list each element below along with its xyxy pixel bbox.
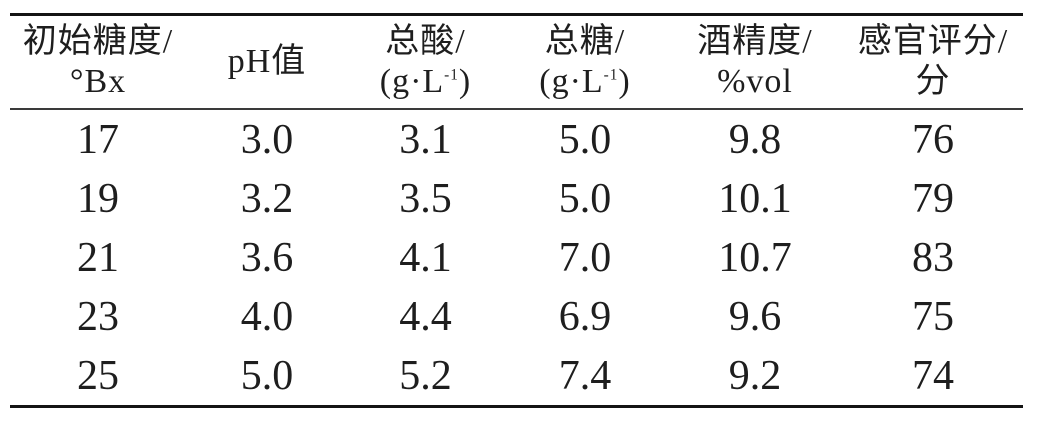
cell-sensory-score: 83 [912, 234, 954, 281]
cell-initial-sugar: 21 [77, 234, 119, 281]
cell-sensory-score: 79 [912, 175, 954, 222]
cell-total-sugar: 5.0 [558, 116, 612, 163]
header-line2: 分 [915, 63, 951, 100]
header-line1: 总酸/ [385, 23, 466, 60]
unit-superscript: -1 [444, 66, 459, 84]
column-header-total-sugar: 总糖/ (g·L-1) [503, 15, 667, 110]
header-line1: 感官评分/ [857, 23, 1009, 60]
unit-superscript: -1 [603, 66, 619, 84]
cell-alcohol: 10.7 [718, 234, 792, 281]
cell-ph: 4.0 [240, 293, 294, 340]
cell-total-sugar: 7.0 [558, 234, 612, 281]
header-line1: 初始糖度/ [22, 23, 174, 60]
cell-total-acid: 3.1 [399, 116, 452, 163]
header-unit: (g·L-1) [503, 62, 667, 102]
column-header-total-acid: 总酸/ (g·L-1) [348, 15, 503, 110]
column-header-alcohol: 酒精度/ %vol [667, 15, 843, 110]
column-header-ph: pH值 [186, 15, 348, 110]
cell-alcohol: 9.6 [728, 293, 782, 340]
cell-alcohol: 9.2 [728, 352, 782, 399]
cell-alcohol: 9.8 [728, 116, 782, 163]
table-row: 21 3.6 4.1 7.0 10.7 83 [10, 228, 1023, 287]
cell-initial-sugar: 23 [77, 293, 119, 340]
column-header-initial-sugar: 初始糖度/ °Bx [10, 15, 186, 110]
cell-ph: 5.0 [240, 352, 294, 399]
header-line2: °Bx [69, 63, 127, 100]
cell-ph: 3.6 [240, 234, 294, 281]
cell-sensory-score: 75 [912, 293, 954, 340]
cell-initial-sugar: 17 [77, 116, 119, 163]
cell-alcohol: 10.1 [718, 175, 792, 222]
cell-total-sugar: 6.9 [558, 293, 612, 340]
cell-sensory-score: 76 [912, 116, 954, 163]
table-row: 19 3.2 3.5 5.0 10.1 79 [10, 169, 1023, 228]
header-line1: pH值 [227, 43, 307, 80]
unit-pre: (g·L [379, 63, 445, 100]
cell-initial-sugar: 25 [77, 352, 119, 399]
cell-total-acid: 3.5 [399, 175, 452, 222]
table-row: 17 3.0 3.1 5.0 9.8 76 [10, 109, 1023, 169]
header-line1: 酒精度/ [697, 23, 813, 60]
cell-total-acid: 5.2 [399, 352, 452, 399]
fermentation-parameters-table: 初始糖度/ °Bx pH值 总酸/ (g·L-1) 总糖/ (g·L-1) 酒精… [10, 13, 1023, 408]
table-row: 23 4.0 4.4 6.9 9.6 75 [10, 287, 1023, 346]
cell-total-sugar: 5.0 [558, 175, 612, 222]
unit-post: ) [458, 63, 472, 100]
cell-sensory-score: 74 [912, 352, 954, 399]
table-row: 25 5.0 5.2 7.4 9.2 74 [10, 346, 1023, 407]
header-line2: %vol [717, 63, 793, 100]
cell-total-acid: 4.1 [399, 234, 452, 281]
cell-initial-sugar: 19 [77, 175, 119, 222]
column-header-sensory-score: 感官评分/ 分 [843, 15, 1023, 110]
header-unit: (g·L-1) [348, 62, 503, 102]
unit-post: ) [618, 63, 631, 100]
header-line1: 总糖/ [544, 23, 626, 60]
cell-ph: 3.0 [240, 116, 294, 163]
cell-ph: 3.2 [240, 175, 294, 222]
cell-total-acid: 4.4 [399, 293, 452, 340]
cell-total-sugar: 7.4 [558, 352, 612, 399]
unit-pre: (g·L [539, 63, 604, 100]
header-row: 初始糖度/ °Bx pH值 总酸/ (g·L-1) 总糖/ (g·L-1) 酒精… [10, 15, 1023, 110]
